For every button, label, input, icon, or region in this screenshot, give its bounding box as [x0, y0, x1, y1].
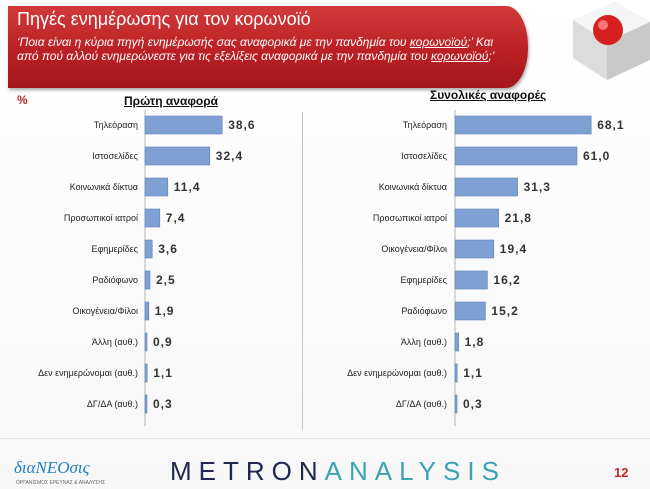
- bar: [144, 146, 211, 166]
- category-label: Εφημερίδες: [400, 275, 447, 285]
- percent-sign: %: [17, 93, 28, 107]
- value-label: 0,9: [153, 335, 173, 349]
- chart-first-mention: Τηλεόραση 38,6 Ιστοσελίδες 32,4 Κοινωνικά δί…: [38, 110, 255, 426]
- footer-divider: [0, 438, 650, 439]
- category-label: Δεν ενημερώνομαι (αυθ.): [347, 368, 447, 378]
- value-label: 32,4: [216, 149, 243, 163]
- value-label: 1,1: [463, 366, 483, 380]
- value-label: 16,2: [493, 273, 520, 287]
- bar: [454, 208, 499, 228]
- category-label: Δεν ενημερώνομαι (αυθ.): [38, 368, 138, 378]
- logo-metron: METRON: [170, 456, 325, 486]
- subtitle-underlined-2: κορωνοϊού: [431, 49, 489, 63]
- value-label: 38,6: [228, 118, 255, 132]
- bar: [144, 208, 161, 228]
- page-subtitle: ‘Ποια είναι η κύρια πηγή ενημέρωσής σας …: [17, 35, 517, 63]
- value-label: 7,4: [166, 211, 186, 225]
- dianeosis-logo: διαΝΕΟσις ΟΡΓΑΝΙΣΜΟΣ ΕΡΕΥΝΑΣ & ΑΝΑΛΥΣΗΣ: [14, 458, 105, 486]
- page-number: 12: [614, 465, 629, 480]
- value-label: 31,3: [524, 180, 551, 194]
- chart-title-total-mentions: Συνολικές αναφορές: [430, 88, 547, 102]
- category-label: Οικογένεια/Φίλοι: [72, 306, 138, 316]
- chart-total-mentions: Τηλεόραση 68,1 Ιστοσελίδες 61,0 Κοινωνικά δί…: [347, 110, 624, 426]
- bar: [144, 363, 148, 383]
- value-label: 11,4: [174, 180, 201, 194]
- bar: [144, 332, 148, 352]
- subtitle-text-1: ‘Ποια είναι η κύρια πηγή ενημέρωσής σας …: [17, 35, 410, 49]
- header-band: [8, 6, 528, 88]
- value-label: 1,8: [465, 335, 485, 349]
- bar: [144, 115, 223, 135]
- bar: [454, 146, 578, 166]
- value-label: 21,8: [505, 211, 532, 225]
- value-label: 68,1: [597, 118, 624, 132]
- category-label: Οικογένεια/Φίλοι: [381, 244, 447, 254]
- bar: [454, 177, 518, 197]
- category-label: Ραδιόφωνο: [92, 275, 138, 285]
- value-label: 3,6: [158, 242, 178, 256]
- category-label: Ιστοσελίδες: [92, 151, 139, 161]
- value-label: 1,1: [153, 366, 173, 380]
- bar: [454, 115, 592, 135]
- value-label: 15,2: [491, 304, 518, 318]
- bar: [454, 301, 486, 321]
- category-label: Άλλη (αυθ.): [92, 337, 138, 347]
- cube-decoration-icon: [573, 2, 650, 80]
- value-label: 19,4: [500, 242, 527, 256]
- category-label: Τηλεόραση: [403, 120, 447, 130]
- bar: [454, 363, 458, 383]
- value-label: 0,3: [153, 397, 173, 411]
- category-label: Ιστοσελίδες: [401, 151, 448, 161]
- bar: [144, 177, 169, 197]
- dianeosis-logo-subtext: ΟΡΓΑΝΙΣΜΟΣ ΕΡΕΥΝΑΣ & ΑΝΑΛΥΣΗΣ: [16, 480, 105, 486]
- category-label: Προσωπικοί ιατροί: [64, 213, 138, 223]
- bar: [144, 270, 151, 290]
- logo-analysis: ANALYSIS: [324, 456, 506, 486]
- category-label: ΔΓ/ΔΑ (αυθ.): [87, 399, 138, 409]
- category-label: Άλλη (αυθ.): [401, 337, 447, 347]
- bar: [144, 239, 153, 259]
- value-label: 2,5: [156, 273, 176, 287]
- value-label: 0,3: [463, 397, 483, 411]
- category-label: Τηλεόραση: [94, 120, 138, 130]
- value-label: 61,0: [583, 149, 610, 163]
- bar: [144, 394, 148, 414]
- bar: [454, 239, 495, 259]
- dianeosis-logo-text: διαΝΕΟσις: [14, 458, 90, 477]
- subtitle-text-3: ;’: [488, 49, 495, 63]
- category-label: Εφημερίδες: [91, 244, 138, 254]
- subtitle-underlined-1: κορωνοϊού: [409, 35, 468, 49]
- page-title: Πηγές ενημέρωσης για τον κορωνοϊό: [17, 9, 311, 29]
- category-label: Ραδιόφωνο: [401, 306, 447, 316]
- metron-analysis-logo: METRONANALYSIS: [170, 456, 506, 487]
- category-label: Προσωπικοί ιατροί: [373, 213, 447, 223]
- subtitle-text-2: ;’ Και από πού αλλού ενημερώνεστε για τι…: [17, 35, 494, 63]
- bar: [454, 332, 459, 352]
- bar: [454, 270, 488, 290]
- category-label: ΔΓ/ΔΑ (αυθ.): [396, 399, 447, 409]
- category-label: Κοινωνικά δίκτυα: [70, 182, 138, 192]
- category-label: Κοινωνικά δίκτυα: [379, 182, 447, 192]
- bar: [144, 301, 150, 321]
- value-label: 1,9: [155, 304, 175, 318]
- chart-divider: [302, 112, 303, 430]
- chart-title-first-mention: Πρώτη αναφορά: [124, 94, 219, 108]
- bar: [454, 394, 458, 414]
